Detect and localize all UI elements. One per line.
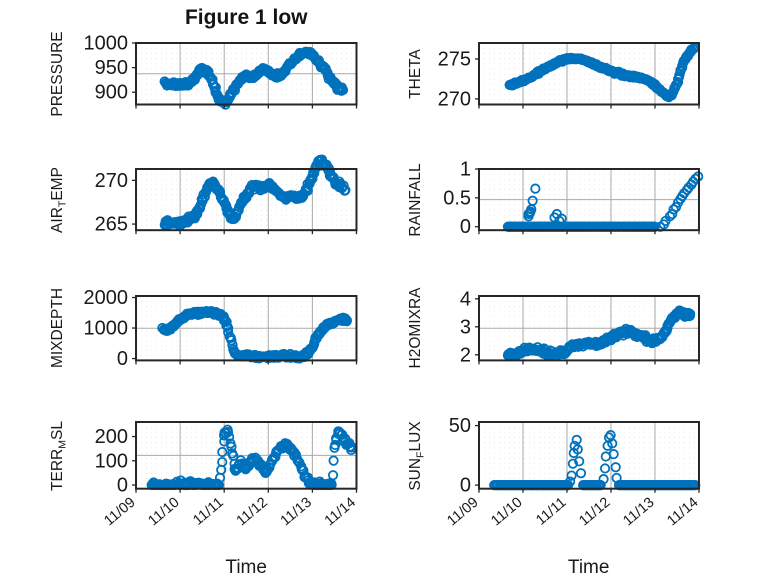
svg-text:11/11: 11/11 [190, 495, 226, 529]
svg-text:50: 50 [448, 415, 470, 437]
svg-text:11/11: 11/11 [533, 495, 569, 529]
svg-text:0: 0 [117, 475, 128, 497]
svg-text:11/13: 11/13 [278, 495, 315, 530]
svg-text:3: 3 [460, 316, 471, 338]
svg-text:1000: 1000 [84, 33, 129, 55]
svg-text:2: 2 [460, 344, 471, 366]
svg-text:11/10: 11/10 [145, 495, 182, 530]
svg-text:1000: 1000 [84, 317, 128, 339]
svg-text:1: 1 [460, 159, 471, 181]
svg-text:265: 265 [95, 214, 128, 236]
svg-text:11/10: 11/10 [488, 495, 525, 530]
svg-text:100: 100 [95, 451, 128, 473]
svg-text:11/14: 11/14 [664, 495, 701, 530]
svg-text:11/09: 11/09 [444, 495, 481, 530]
svg-text:11/09: 11/09 [101, 495, 138, 530]
svg-text:11/12: 11/12 [234, 495, 271, 530]
svg-text:900: 900 [95, 82, 128, 104]
svg-text:0: 0 [117, 348, 128, 370]
svg-text:950: 950 [95, 57, 128, 79]
svg-text:270: 270 [95, 170, 128, 192]
svg-text:11/12: 11/12 [576, 495, 613, 530]
svg-text:270: 270 [437, 89, 470, 111]
svg-text:2000: 2000 [84, 287, 128, 309]
svg-text:11/13: 11/13 [620, 495, 657, 530]
svg-text:275: 275 [437, 49, 470, 71]
svg-text:200: 200 [95, 426, 128, 448]
svg-text:11/14: 11/14 [322, 495, 359, 530]
svg-text:0.5: 0.5 [443, 188, 471, 210]
svg-text:0: 0 [460, 475, 471, 497]
svg-text:0: 0 [460, 217, 471, 239]
svg-text:4: 4 [460, 288, 471, 310]
